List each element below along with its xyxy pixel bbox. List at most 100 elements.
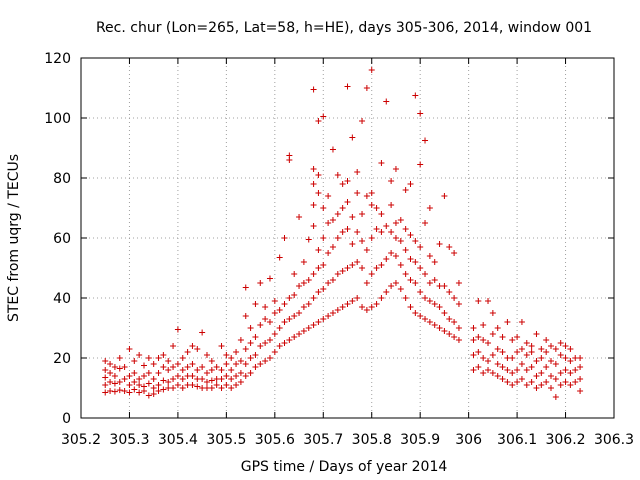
data-point (325, 313, 332, 319)
data-point (179, 355, 186, 361)
data-point (271, 349, 278, 355)
data-point (237, 358, 244, 364)
data-point (422, 316, 429, 322)
data-point (145, 380, 152, 387)
data-point (538, 346, 545, 352)
y-tick-label: 0 (62, 411, 71, 427)
data-point (334, 307, 341, 313)
data-point (407, 304, 414, 310)
data-point (518, 361, 525, 367)
data-point (305, 325, 312, 331)
data-point (567, 370, 574, 376)
data-point (203, 352, 210, 358)
data-point (388, 229, 395, 235)
data-point (426, 298, 433, 304)
data-point (533, 358, 540, 364)
data-point (470, 337, 477, 343)
data-point (266, 275, 273, 282)
data-point (422, 271, 429, 277)
data-point (276, 307, 283, 313)
data-point (315, 247, 322, 253)
data-point (499, 334, 506, 340)
data-point (378, 229, 385, 235)
x-axis-label: GPS time / Days of year 2014 (241, 459, 448, 475)
data-point (111, 364, 118, 370)
data-point (339, 181, 346, 187)
data-point (388, 202, 395, 208)
data-point (247, 325, 254, 331)
data-point (228, 367, 235, 373)
data-point (514, 379, 521, 385)
x-tick-label: 306.2 (545, 432, 585, 448)
data-point (102, 389, 109, 396)
data-point (455, 280, 462, 286)
data-point (562, 343, 569, 349)
data-point (310, 181, 317, 187)
data-point (257, 280, 264, 286)
data-point (155, 382, 162, 388)
x-tick-label: 305.3 (109, 432, 149, 448)
data-point (102, 358, 109, 364)
data-point (310, 166, 317, 172)
y-tick-label: 100 (44, 111, 71, 127)
data-point (392, 166, 399, 172)
data-point (102, 367, 109, 373)
data-point (475, 349, 482, 355)
data-point (271, 310, 278, 316)
data-point (160, 377, 167, 384)
data-point (276, 343, 283, 349)
data-point (533, 331, 540, 337)
data-point (480, 337, 487, 343)
data-point (145, 392, 152, 399)
data-point (242, 284, 249, 291)
data-point (518, 376, 525, 382)
data-point (344, 226, 351, 232)
data-point (344, 199, 351, 205)
data-point (509, 382, 516, 388)
data-point (252, 352, 259, 358)
data-point (543, 364, 550, 370)
data-point (296, 331, 303, 337)
data-point (266, 355, 273, 361)
y-tick-label: 60 (53, 231, 71, 247)
data-point (499, 364, 506, 370)
data-point (121, 364, 128, 370)
data-point (359, 238, 366, 244)
data-point (518, 346, 525, 352)
data-point (543, 337, 550, 343)
data-point (349, 134, 356, 141)
data-point (291, 292, 298, 298)
data-point (300, 259, 307, 265)
data-point (300, 280, 307, 286)
data-point (325, 280, 332, 286)
data-point (218, 376, 225, 382)
data-point (499, 376, 506, 382)
data-point (417, 313, 424, 319)
data-point (344, 301, 351, 307)
data-point (329, 310, 336, 316)
data-point (373, 301, 380, 307)
data-point (567, 382, 574, 388)
x-tick-label: 306.1 (497, 432, 537, 448)
data-point (310, 271, 317, 277)
data-point (363, 85, 370, 91)
data-point (140, 373, 147, 379)
data-point (392, 220, 399, 226)
data-point (383, 256, 390, 262)
data-point (145, 370, 152, 376)
data-point (436, 325, 443, 331)
data-point (402, 247, 409, 253)
y-tick-label: 40 (53, 291, 71, 307)
data-point (480, 322, 487, 328)
data-point (557, 352, 564, 358)
data-point (368, 271, 375, 277)
data-point (455, 325, 462, 331)
data-point (174, 382, 181, 388)
data-point (174, 361, 181, 367)
data-point (354, 229, 361, 235)
data-point (325, 220, 332, 226)
data-point (397, 217, 404, 223)
data-point (562, 355, 569, 361)
data-point (160, 386, 167, 393)
data-point (552, 394, 559, 400)
